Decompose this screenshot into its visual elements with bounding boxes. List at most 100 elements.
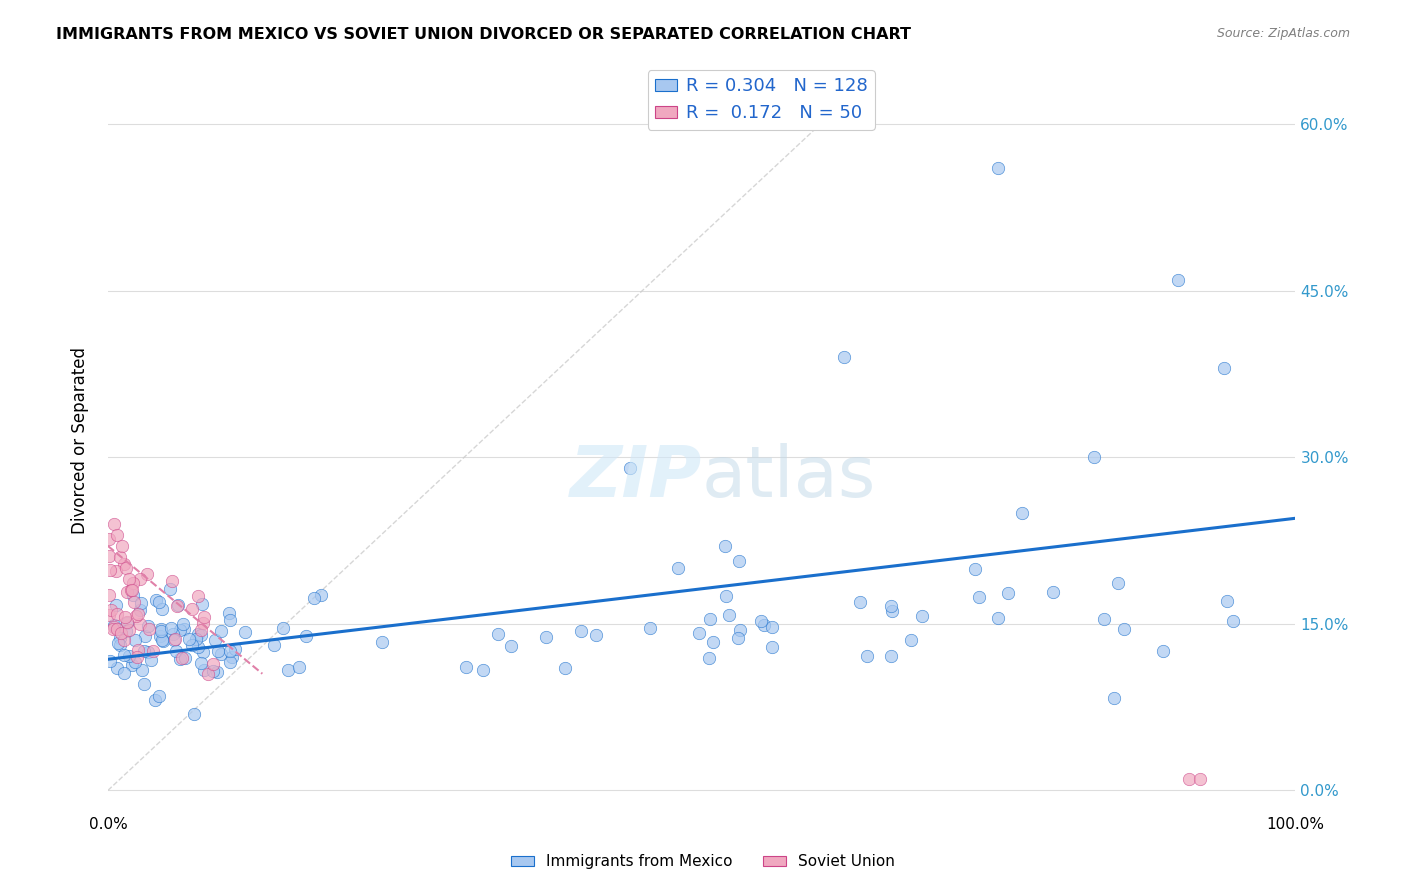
Immigrants from Mexico	[98, 654, 121, 668]
Immigrants from Mexico	[1102, 691, 1125, 706]
Immigrants from Mexico	[139, 652, 162, 666]
Immigrants from Mexico	[1152, 644, 1174, 658]
Soviet Union	[190, 623, 212, 637]
Immigrants from Mexico	[218, 613, 240, 627]
Immigrants from Mexico	[718, 607, 741, 622]
Immigrants from Mexico	[152, 633, 174, 648]
Immigrants from Mexico	[191, 645, 214, 659]
Immigrants from Mexico	[569, 624, 592, 638]
Immigrants from Mexico	[209, 624, 232, 638]
Soviet Union	[111, 539, 134, 553]
Soviet Union	[193, 609, 215, 624]
Soviet Union	[112, 557, 135, 571]
Immigrants from Mexico	[105, 661, 128, 675]
Soviet Union	[100, 603, 122, 617]
Soviet Union	[180, 601, 202, 615]
Immigrants from Mexico	[638, 621, 661, 635]
Text: ZIP: ZIP	[569, 443, 702, 512]
Legend: R = 0.304   N = 128, R =  0.172   N = 50: R = 0.304 N = 128, R = 0.172 N = 50	[648, 70, 875, 129]
Soviet Union	[127, 607, 149, 622]
Immigrants from Mexico	[190, 656, 212, 670]
Immigrants from Mexico	[129, 603, 152, 617]
Immigrants from Mexico	[172, 616, 194, 631]
Immigrants from Mexico	[499, 639, 522, 653]
Immigrants from Mexico	[749, 615, 772, 629]
Immigrants from Mexico	[880, 599, 903, 614]
Immigrants from Mexico	[108, 638, 131, 652]
Immigrants from Mexico	[207, 644, 229, 658]
Immigrants from Mexico	[131, 663, 153, 677]
Immigrants from Mexico	[1011, 506, 1033, 520]
Immigrants from Mexico	[263, 638, 285, 652]
Immigrants from Mexico	[205, 665, 228, 680]
Immigrants from Mexico	[108, 631, 131, 645]
Immigrants from Mexico	[218, 607, 240, 621]
Soviet Union	[110, 626, 132, 640]
Immigrants from Mexico	[855, 648, 877, 663]
Immigrants from Mexico	[1083, 450, 1105, 465]
Immigrants from Mexico	[997, 586, 1019, 600]
Immigrants from Mexico	[166, 598, 188, 612]
Immigrants from Mexico	[129, 596, 152, 610]
Immigrants from Mexico	[149, 624, 172, 639]
Immigrants from Mexico	[124, 633, 146, 648]
Immigrants from Mexico	[761, 640, 783, 654]
Immigrants from Mexico	[184, 632, 207, 646]
Soviet Union	[103, 620, 125, 634]
Soviet Union	[160, 574, 183, 588]
Soviet Union	[114, 561, 136, 575]
Soviet Union	[114, 609, 136, 624]
Immigrants from Mexico	[150, 633, 173, 648]
Immigrants from Mexico	[666, 561, 689, 575]
Text: Source: ZipAtlas.com: Source: ZipAtlas.com	[1216, 27, 1350, 40]
Immigrants from Mexico	[190, 628, 212, 642]
Soviet Union	[108, 550, 131, 565]
Immigrants from Mexico	[105, 598, 128, 612]
Immigrants from Mexico	[159, 582, 181, 597]
Immigrants from Mexico	[121, 588, 143, 602]
Immigrants from Mexico	[145, 592, 167, 607]
Legend: Immigrants from Mexico, Soviet Union: Immigrants from Mexico, Soviet Union	[505, 848, 901, 875]
Immigrants from Mexico	[121, 658, 143, 673]
Text: IMMIGRANTS FROM MEXICO VS SOVIET UNION DIVORCED OR SEPARATED CORRELATION CHART: IMMIGRANTS FROM MEXICO VS SOVIET UNION D…	[56, 27, 911, 42]
Immigrants from Mexico	[112, 648, 135, 663]
Immigrants from Mexico	[728, 623, 751, 637]
Immigrants from Mexico	[174, 651, 197, 665]
Immigrants from Mexico	[219, 656, 242, 670]
Immigrants from Mexico	[295, 629, 318, 643]
Immigrants from Mexico	[987, 611, 1010, 625]
Soviet Union	[127, 643, 149, 657]
Immigrants from Mexico	[124, 655, 146, 669]
Immigrants from Mexico	[1042, 584, 1064, 599]
Soviet Union	[172, 651, 194, 665]
Immigrants from Mexico	[900, 632, 922, 647]
Immigrants from Mexico	[277, 663, 299, 677]
Immigrants from Mexico	[149, 622, 172, 636]
Soviet Union	[112, 633, 135, 648]
Immigrants from Mexico	[117, 649, 139, 664]
Immigrants from Mexico	[169, 623, 191, 637]
Immigrants from Mexico	[963, 562, 986, 576]
Soviet Union	[104, 565, 127, 579]
Immigrants from Mexico	[1112, 622, 1135, 636]
Soviet Union	[98, 608, 121, 623]
Soviet Union	[1177, 772, 1199, 787]
Immigrants from Mexico	[190, 597, 212, 611]
Immigrants from Mexico	[697, 651, 720, 665]
Soviet Union	[98, 549, 121, 563]
Immigrants from Mexico	[143, 693, 166, 707]
Immigrants from Mexico	[714, 539, 737, 553]
Immigrants from Mexico	[162, 627, 184, 641]
Soviet Union	[1189, 772, 1212, 787]
Soviet Union	[191, 615, 214, 630]
Immigrants from Mexico	[534, 630, 557, 644]
Immigrants from Mexico	[149, 629, 172, 643]
Immigrants from Mexico	[371, 635, 394, 649]
Immigrants from Mexico	[699, 611, 721, 625]
Immigrants from Mexico	[714, 590, 737, 604]
Soviet Union	[202, 657, 225, 672]
Soviet Union	[105, 623, 128, 637]
Immigrants from Mexico	[554, 661, 576, 675]
Soviet Union	[98, 588, 121, 602]
Immigrants from Mexico	[159, 621, 181, 635]
